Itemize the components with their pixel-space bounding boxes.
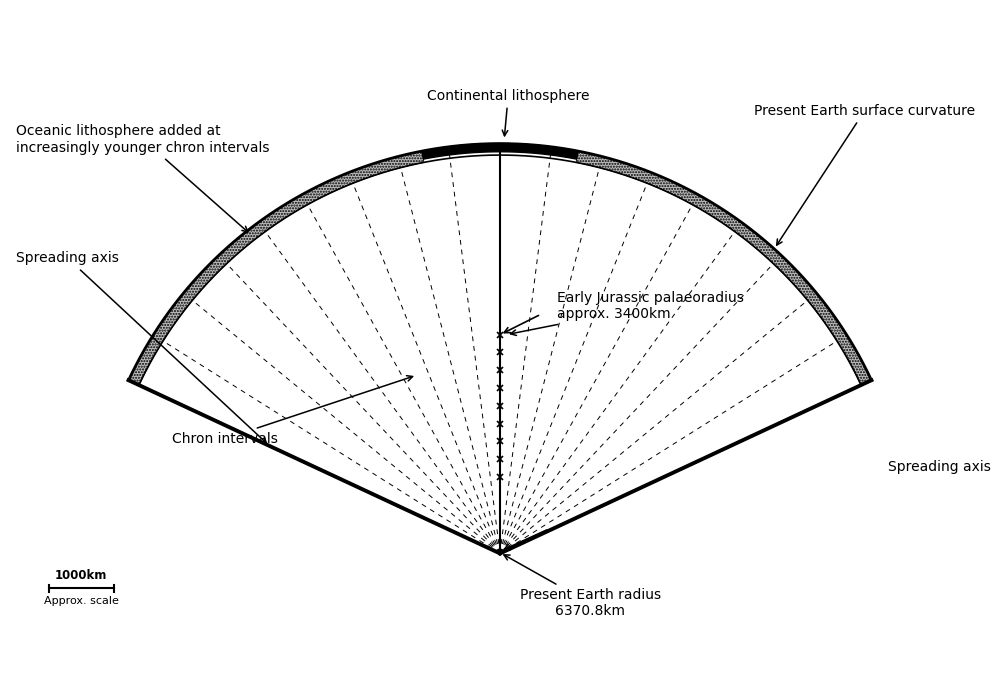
Text: Spreading axis: Spreading axis bbox=[16, 252, 266, 443]
Polygon shape bbox=[422, 144, 578, 159]
Text: Spreading axis: Spreading axis bbox=[888, 460, 991, 474]
Text: Continental lithosphere: Continental lithosphere bbox=[427, 89, 589, 136]
Text: Present Earth radius
6370.8km: Present Earth radius 6370.8km bbox=[504, 555, 661, 618]
Text: Early Jurassic palaeoradius
approx. 3400km: Early Jurassic palaeoradius approx. 3400… bbox=[511, 291, 744, 335]
Text: Present Earth surface curvature: Present Earth surface curvature bbox=[754, 104, 975, 245]
Text: Oceanic lithosphere added at
increasingly younger chron intervals: Oceanic lithosphere added at increasingl… bbox=[16, 124, 270, 232]
Polygon shape bbox=[129, 151, 424, 385]
Text: Approx. scale: Approx. scale bbox=[44, 596, 119, 606]
Text: Chron intervals: Chron intervals bbox=[172, 376, 413, 445]
Text: 1000km: 1000km bbox=[55, 569, 108, 582]
Polygon shape bbox=[576, 151, 871, 385]
